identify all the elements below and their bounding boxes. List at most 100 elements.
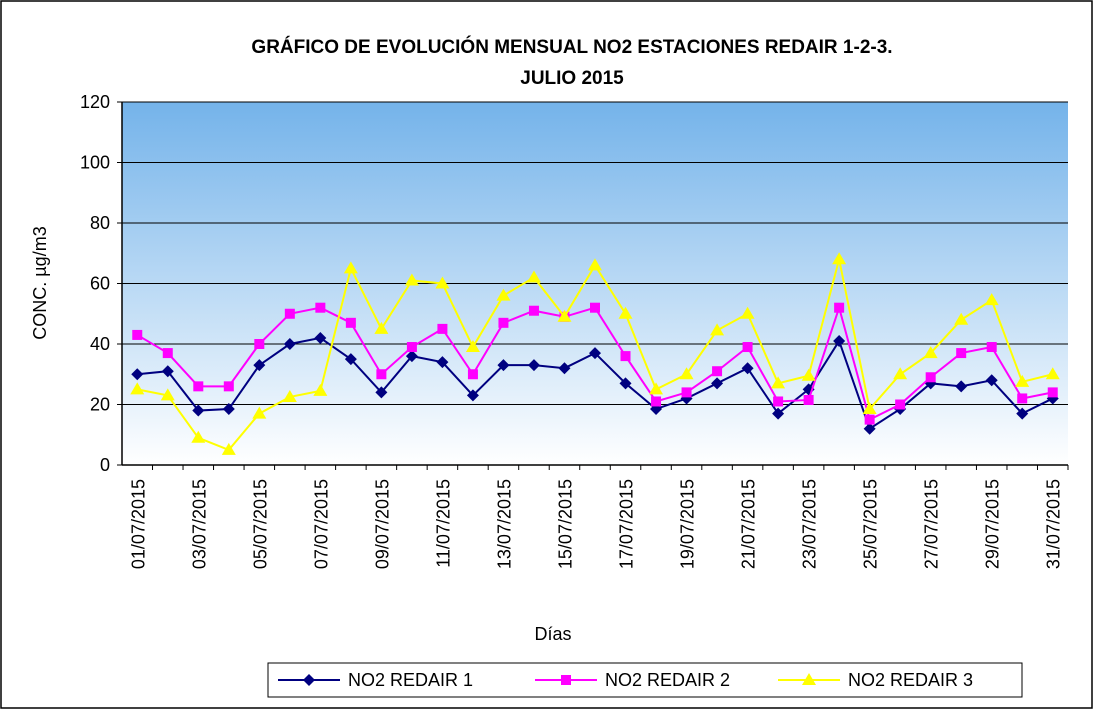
marker [1047, 387, 1058, 398]
marker [558, 362, 571, 375]
marker [527, 359, 540, 372]
marker [925, 372, 936, 383]
marker [314, 331, 327, 344]
marker [801, 368, 816, 381]
chart-title: GRÁFICO DE EVOLUCIÓN MENSUAL NO2 ESTACIO… [251, 36, 892, 58]
marker [252, 406, 267, 419]
x-tick-label: 17/07/2015 [617, 479, 637, 569]
chart-title: JULIO 2015 [520, 68, 624, 89]
marker [588, 258, 602, 271]
x-tick-label: 25/07/2015 [861, 479, 881, 569]
y-tick-label: 20 [90, 395, 110, 415]
marker [956, 348, 967, 359]
marker [803, 394, 814, 405]
x-tick-label: 05/07/2015 [250, 479, 270, 569]
x-axis-label: Días [534, 624, 571, 644]
marker [802, 673, 816, 685]
x-tick-label: 21/07/2015 [739, 479, 759, 569]
marker [374, 321, 389, 334]
marker [344, 353, 357, 366]
y-tick-label: 40 [90, 334, 110, 354]
marker [253, 359, 266, 372]
marker [863, 422, 876, 435]
marker [895, 399, 906, 410]
legend-label: NO2 REDAIR 3 [848, 670, 973, 690]
marker [832, 252, 847, 265]
marker [710, 323, 725, 336]
marker [712, 366, 723, 377]
y-tick-label: 100 [80, 153, 110, 173]
marker [772, 407, 785, 420]
marker [741, 362, 754, 375]
marker [986, 342, 997, 353]
marker [557, 309, 572, 322]
marker [771, 376, 786, 389]
marker [496, 288, 511, 301]
marker [313, 383, 328, 396]
marker [954, 312, 969, 325]
marker [742, 342, 753, 353]
marker [223, 381, 234, 392]
marker [620, 351, 631, 362]
marker [467, 369, 478, 380]
marker [985, 374, 998, 387]
marker [619, 377, 632, 390]
marker [376, 369, 387, 380]
marker [834, 302, 845, 313]
marker [405, 350, 418, 363]
marker [284, 308, 295, 319]
marker [160, 388, 175, 401]
marker [130, 382, 145, 395]
marker [466, 389, 479, 402]
marker [465, 340, 480, 353]
x-tick-label: 29/07/2015 [983, 479, 1003, 569]
marker [618, 306, 633, 319]
marker [1045, 367, 1060, 380]
y-tick-label: 80 [90, 213, 110, 233]
marker [679, 367, 694, 380]
marker [773, 396, 784, 407]
marker [651, 396, 662, 407]
marker [497, 359, 510, 372]
marker [162, 348, 173, 359]
x-tick-label: 19/07/2015 [678, 479, 698, 569]
marker [528, 305, 539, 316]
y-tick-label: 0 [100, 455, 110, 475]
marker [131, 368, 144, 381]
marker [436, 356, 449, 369]
marker [282, 389, 297, 402]
marker [893, 367, 908, 380]
marker [984, 293, 999, 306]
marker [254, 339, 265, 349]
marker [343, 261, 358, 274]
legend-label: NO2 REDAIR 2 [605, 670, 730, 690]
marker [1016, 407, 1029, 420]
marker [864, 414, 875, 425]
marker [649, 382, 664, 395]
marker [404, 273, 419, 286]
marker [345, 317, 356, 328]
marker [862, 402, 877, 415]
marker [526, 270, 541, 283]
x-tick-label: 13/07/2015 [494, 479, 514, 569]
x-tick-label: 01/07/2015 [128, 479, 148, 569]
x-tick-label: 27/07/2015 [922, 479, 942, 569]
legend-label: NO2 REDAIR 1 [348, 670, 473, 690]
marker [561, 675, 571, 685]
marker [833, 334, 846, 347]
x-tick-label: 11/07/2015 [433, 479, 453, 568]
marker [132, 329, 143, 340]
marker [589, 347, 601, 360]
marker [740, 306, 755, 319]
marker [191, 430, 206, 443]
marker [283, 338, 296, 350]
marker [222, 403, 235, 416]
marker [1015, 374, 1030, 387]
x-tick-label: 07/07/2015 [311, 479, 331, 569]
marker [498, 317, 509, 328]
x-tick-label: 31/07/2015 [1044, 479, 1064, 569]
marker [406, 342, 417, 353]
marker [193, 381, 204, 392]
marker [711, 377, 724, 390]
marker [435, 276, 450, 289]
